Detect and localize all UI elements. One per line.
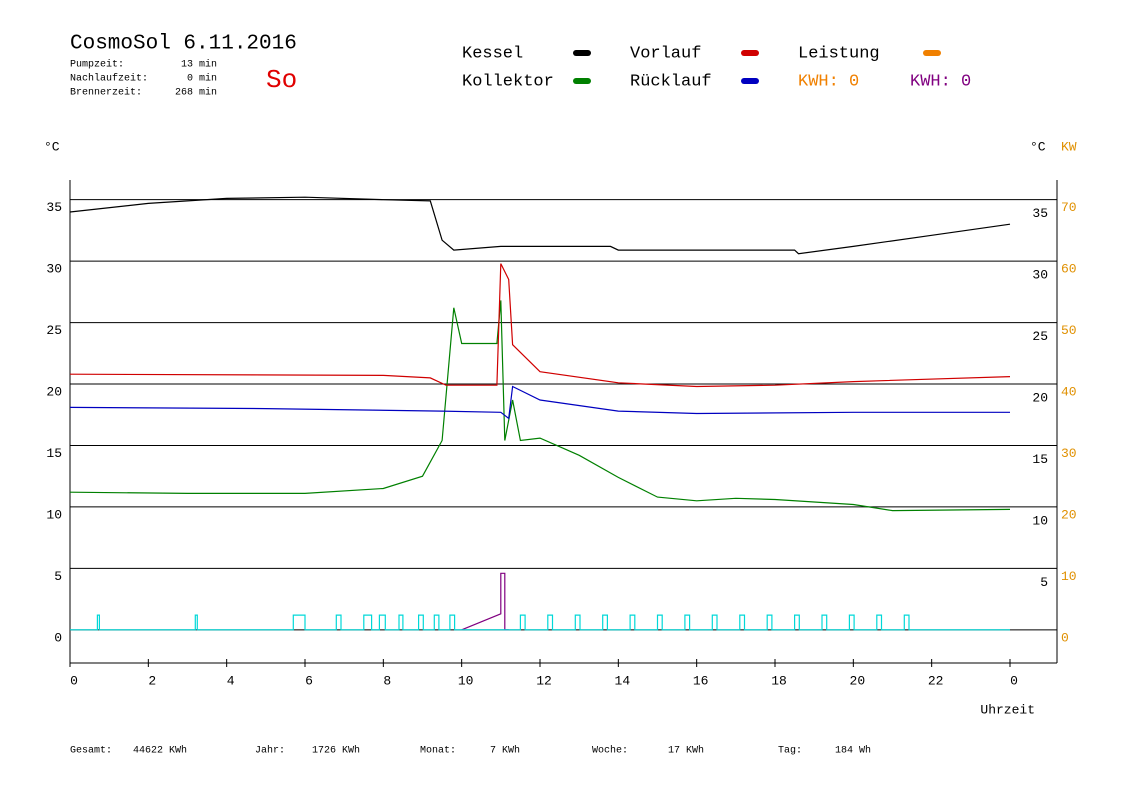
y2-tick-label: 70 xyxy=(1061,200,1077,215)
total-value: 44622 KWh xyxy=(133,745,187,757)
kwh-label: KWH: 0 xyxy=(910,72,971,91)
y-tick-label-right: 35 xyxy=(1032,206,1048,221)
total-label: Tag: xyxy=(778,746,802,757)
x-tick-label: 4 xyxy=(227,673,235,688)
legend-label: Kessel xyxy=(462,44,523,63)
y2-tick-label: 50 xyxy=(1061,323,1077,338)
y2-tick-label: 40 xyxy=(1061,384,1077,399)
info-value: 268 min xyxy=(175,87,217,99)
x-tick-label: 8 xyxy=(383,673,391,688)
x-tick-label: 18 xyxy=(771,673,787,688)
x-tick-label: 2 xyxy=(148,673,156,688)
series-line xyxy=(461,572,509,631)
x-tick-label: 20 xyxy=(850,673,866,688)
y2-tick-label: 30 xyxy=(1061,446,1077,461)
total-label: Gesamt: xyxy=(70,746,112,757)
chart-title: CosmoSol 6.11.2016 xyxy=(70,33,297,56)
info-label: Nachlaufzeit: xyxy=(70,73,148,85)
total-value: 184 Wh xyxy=(835,745,871,757)
y-axis-label: °C xyxy=(44,139,60,154)
y2-tick-label: 20 xyxy=(1061,507,1077,522)
y-tick-label-right: 5 xyxy=(1040,575,1048,590)
y-tick-label: 10 xyxy=(46,507,62,522)
y-tick-label: 25 xyxy=(46,323,62,338)
y-tick-label: 5 xyxy=(54,569,62,584)
total-value: 17 KWh xyxy=(668,745,704,757)
legend-label: Vorlauf xyxy=(630,44,701,63)
y2-tick-label: 0 xyxy=(1061,630,1069,645)
legend-label: Leistung xyxy=(798,44,880,63)
legend-label: Rücklauf xyxy=(630,72,712,91)
info-label: Brennerzeit: xyxy=(70,87,142,99)
y-tick-label-right: 15 xyxy=(1032,452,1048,467)
y2-axis-label: KW xyxy=(1061,139,1077,154)
x-tick-label: 0 xyxy=(70,673,78,688)
kwh-label: KWH: 0 xyxy=(798,72,859,91)
legend-label: Kollektor xyxy=(462,72,554,91)
y-tick-label: 20 xyxy=(46,384,62,399)
y-tick-label: 35 xyxy=(46,200,62,215)
total-label: Monat: xyxy=(420,746,456,757)
y-tick-label: 0 xyxy=(54,630,62,645)
x-tick-label: 22 xyxy=(928,673,944,688)
y-tick-label: 30 xyxy=(46,262,62,277)
info-value: 0 min xyxy=(187,73,217,85)
info-label: Pumpzeit: xyxy=(70,59,124,71)
info-value: 13 min xyxy=(181,59,217,71)
x-tick-label: 16 xyxy=(693,673,709,688)
day-label: So xyxy=(266,65,297,95)
series-line xyxy=(69,300,1011,512)
total-value: 1726 KWh xyxy=(312,745,360,757)
total-label: Woche: xyxy=(592,745,628,757)
x-tick-label: 14 xyxy=(615,673,631,688)
total-value: 7 KWh xyxy=(490,745,520,757)
series-line xyxy=(70,614,1010,631)
x-axis-label: Uhrzeit xyxy=(980,702,1035,717)
x-tick-label: 0 xyxy=(1010,673,1018,688)
x-tick-label: 10 xyxy=(458,673,474,688)
y-tick-label-right: 25 xyxy=(1032,329,1048,344)
series-line xyxy=(69,385,1010,420)
x-tick-label: 12 xyxy=(536,673,552,688)
y-tick-label-right: 10 xyxy=(1032,513,1048,528)
series-line xyxy=(69,263,1011,388)
y-tick-label-right: 20 xyxy=(1032,390,1048,405)
series-line xyxy=(69,196,1011,255)
total-label: Jahr: xyxy=(255,745,285,757)
y-tick-label: 15 xyxy=(46,446,62,461)
x-tick-label: 6 xyxy=(305,673,313,688)
y-axis-label-right: °C xyxy=(1030,139,1046,154)
y2-tick-label: 10 xyxy=(1061,569,1077,584)
y2-tick-label: 60 xyxy=(1061,262,1077,277)
y-tick-label-right: 30 xyxy=(1032,268,1048,283)
